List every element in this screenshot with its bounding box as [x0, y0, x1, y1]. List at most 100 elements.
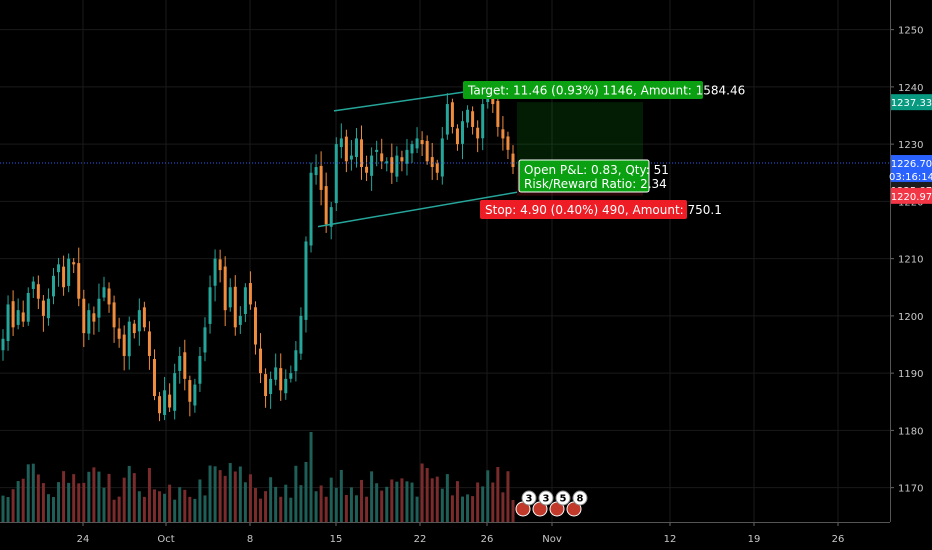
candle-body — [445, 104, 449, 135]
volume-bar — [461, 496, 465, 522]
x-tick-label: Oct — [157, 534, 174, 545]
stop-label-box[interactable] — [480, 200, 687, 219]
drawing-tools[interactable]: Target: 11.46 (0.93%) 1146, Amount: 1584… — [0, 81, 890, 517]
channel-lower-line[interactable] — [317, 191, 518, 228]
candle-body — [147, 331, 151, 356]
candle-body — [349, 155, 353, 160]
volume-bar — [455, 481, 459, 522]
candle-body — [57, 264, 61, 273]
volume-bar — [26, 464, 30, 522]
time-axis[interactable]: 24 Oct 8 15 22 26 Nov 12 19 26 — [0, 522, 890, 545]
volume-bar — [304, 462, 308, 522]
volume-bar — [415, 496, 419, 522]
volume-bar — [471, 496, 475, 522]
volume-bar — [102, 487, 106, 522]
volume-bar — [375, 483, 379, 522]
volume-bar — [279, 496, 283, 522]
price-badge[interactable]: 1226.70 — [891, 155, 932, 172]
candle-body — [501, 129, 505, 139]
volume-bar — [501, 492, 505, 522]
volume-bar — [450, 495, 454, 522]
volume-bar — [410, 482, 414, 522]
price-badge[interactable]: 1220.97 — [891, 187, 932, 204]
volume-bar — [400, 478, 404, 522]
volume-bar — [496, 467, 500, 522]
price-badge[interactable]: 03:16:14 — [889, 168, 932, 185]
candle-body — [233, 286, 237, 328]
y-tick-label: 1190 — [898, 369, 923, 380]
risk-reward-label: Risk/Reward Ratio: 2.34 — [524, 177, 667, 191]
candle-body — [506, 136, 510, 150]
candle-body — [243, 287, 247, 314]
event-count: 8 — [577, 494, 584, 505]
candle-body — [178, 355, 182, 371]
candle-body — [16, 310, 20, 325]
event-count: 3 — [543, 494, 550, 505]
candle-body — [183, 352, 187, 379]
channel-upper-line[interactable] — [333, 90, 473, 112]
y-tick-label: 1210 — [898, 255, 923, 266]
volume-bar — [1, 495, 5, 522]
grid — [0, 0, 890, 522]
candle-body — [299, 315, 303, 354]
x-tick-label: 15 — [330, 534, 343, 545]
candle-body — [304, 241, 308, 320]
candle-body — [309, 172, 313, 246]
candle-body — [132, 323, 136, 334]
candle-body — [334, 144, 338, 204]
event-count: 5 — [560, 494, 567, 505]
volume-bar — [445, 474, 449, 522]
volume-bar — [425, 468, 429, 522]
candle-body — [163, 390, 167, 415]
candle-body — [67, 258, 71, 286]
candle-body — [410, 144, 414, 154]
price-badge-label: 1226.70 — [891, 159, 932, 170]
event-marker[interactable]: 3 — [532, 490, 554, 517]
volume-bar — [36, 474, 40, 522]
candle-body — [173, 373, 177, 411]
x-tick-label: 22 — [414, 534, 427, 545]
candle-body — [36, 284, 40, 299]
volume-bar — [152, 489, 156, 522]
volume-bar — [238, 466, 242, 522]
price-badge[interactable]: 1237.33 — [891, 94, 932, 111]
target-label-box[interactable] — [463, 81, 703, 99]
volume-bar — [385, 486, 389, 522]
event-marker[interactable]: 5 — [549, 490, 571, 517]
candle-body — [440, 138, 444, 177]
volume-bar — [97, 471, 101, 522]
x-tick-label: 26 — [832, 534, 845, 545]
candle-body — [365, 166, 369, 173]
volume-bar — [233, 471, 237, 522]
volume-bar — [284, 484, 288, 522]
candle-body — [466, 109, 470, 123]
candle-body — [269, 378, 273, 394]
x-tick-label: 26 — [481, 534, 494, 545]
y-tick-label: 1200 — [898, 312, 923, 323]
volume-bar — [269, 477, 273, 522]
candle-body — [370, 155, 374, 176]
volume-bar — [122, 477, 126, 522]
volume-bar — [314, 491, 318, 522]
profit-zone[interactable] — [517, 102, 643, 168]
volume-bar — [334, 487, 338, 522]
pnl-box[interactable] — [518, 159, 650, 193]
volume-bar — [253, 488, 257, 522]
volume-bar — [112, 499, 116, 522]
volume-bar — [137, 491, 141, 522]
volume-bar — [21, 478, 25, 522]
volume-bar — [228, 463, 232, 522]
candle-body — [274, 367, 278, 380]
price-badge-label: 1237.33 — [891, 98, 932, 109]
volume-bar — [163, 493, 167, 522]
event-marker[interactable]: 8 — [566, 490, 588, 517]
volume-bar — [173, 499, 177, 522]
candle-body — [405, 149, 409, 164]
volume-bar — [31, 463, 35, 522]
candle-body — [152, 359, 156, 397]
price-axis[interactable]: 1170118011901200121012201230124012501237… — [889, 0, 932, 522]
volume-bar — [329, 477, 333, 522]
event-marker[interactable]: 3 — [515, 490, 537, 517]
candle-body — [400, 157, 404, 162]
